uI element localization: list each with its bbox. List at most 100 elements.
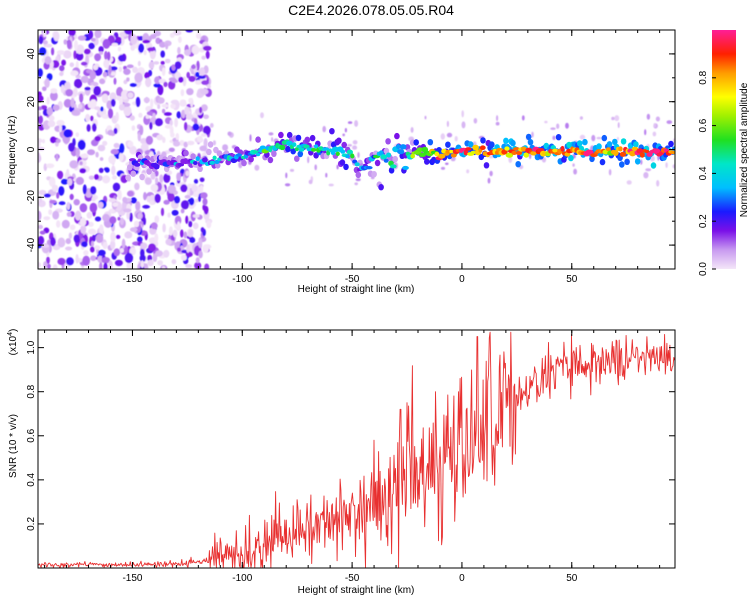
noise-dot	[137, 236, 143, 243]
noise-dot	[106, 100, 113, 110]
noise-dot	[79, 203, 88, 213]
noise-dot	[74, 210, 82, 221]
noise-dot	[85, 113, 91, 122]
noise-dot	[95, 233, 104, 243]
noise-dot	[101, 93, 109, 104]
noise-dot	[38, 115, 43, 124]
noise-dot	[155, 177, 159, 185]
noise-dot	[184, 194, 191, 199]
noise-dot	[113, 248, 121, 257]
noise-dot	[63, 129, 72, 138]
noise-dot	[145, 135, 153, 145]
noise-dot	[139, 254, 146, 262]
noise-dot	[123, 208, 132, 213]
ridge-core	[311, 148, 317, 152]
noise-dot	[46, 107, 54, 116]
noise-dot	[108, 155, 116, 164]
noise-dot	[102, 241, 108, 250]
noise-dot	[201, 104, 208, 112]
noise-dot	[56, 50, 65, 55]
noise-dot	[144, 72, 150, 79]
noise-dot	[180, 89, 185, 97]
noise-dot	[65, 89, 73, 97]
noise-dot	[65, 238, 72, 245]
noise-dot	[201, 80, 210, 85]
noise-dot	[45, 163, 55, 169]
noise-dot	[424, 115, 427, 120]
noise-dot	[138, 43, 145, 53]
ridge-core	[450, 153, 457, 158]
noise-dot	[38, 68, 43, 78]
noise-dot	[175, 133, 180, 141]
noise-dot	[194, 80, 202, 85]
noise-dot	[170, 132, 175, 138]
noise-dot	[149, 200, 154, 206]
noise-dot	[68, 30, 76, 37]
ridge-core	[292, 142, 297, 147]
noise-dot	[140, 242, 148, 250]
ridge-core	[618, 146, 623, 152]
noise-dot	[66, 39, 72, 49]
noise-dot	[146, 111, 154, 116]
ridge-core	[345, 154, 350, 159]
noise-dot	[159, 41, 166, 48]
ridge-halo	[190, 153, 196, 160]
noise-dot	[43, 216, 51, 221]
ridge-halo	[207, 141, 214, 148]
noise-dot	[550, 127, 556, 130]
noise-dot	[209, 123, 214, 128]
ridge-halo	[216, 150, 223, 157]
noise-dot	[344, 128, 347, 133]
ridge-halo	[515, 161, 521, 168]
ridge-halo	[394, 132, 400, 140]
snr-y-multiplier-close: )	[8, 329, 19, 332]
noise-dot	[103, 262, 108, 269]
noise-dot	[186, 88, 194, 96]
noise-dot	[123, 105, 132, 117]
noise-dot	[157, 260, 164, 266]
noise-dot	[611, 116, 615, 121]
ridge-halo	[601, 134, 608, 142]
noise-dot	[143, 49, 147, 56]
ridge-core	[438, 153, 446, 159]
ridge-core	[670, 150, 675, 155]
noise-dot	[110, 71, 117, 76]
y-tick-label: 1.0	[26, 340, 37, 354]
noise-dot	[207, 84, 211, 89]
noise-dot	[186, 244, 190, 253]
noise-dot	[473, 118, 478, 124]
noise-dot	[99, 78, 106, 85]
noise-dot	[194, 262, 202, 269]
ridge-core	[202, 157, 208, 163]
noise-dot	[202, 204, 206, 211]
noise-dot	[134, 72, 143, 83]
noise-dot	[86, 124, 91, 132]
noise-dot	[75, 52, 84, 61]
noise-dot	[254, 164, 260, 171]
noise-dot	[124, 30, 133, 35]
noise-dot	[185, 30, 194, 33]
noise-dot	[180, 184, 188, 193]
noise-dot	[184, 106, 190, 115]
noise-dot	[178, 36, 182, 43]
noise-dot	[160, 207, 165, 217]
noise-dot	[108, 64, 112, 75]
noise-dot	[55, 153, 59, 162]
noise-dot	[39, 230, 46, 235]
noise-dot	[199, 177, 205, 183]
ridge-core	[463, 149, 469, 156]
x-tick-label: -150	[122, 274, 142, 285]
x-tick-label: 50	[566, 274, 578, 285]
noise-dot	[162, 136, 166, 144]
noise-dot	[446, 120, 449, 127]
ridge-core	[479, 145, 486, 150]
noise-dot	[183, 141, 188, 148]
noise-dot	[202, 45, 212, 51]
noise-dot	[92, 123, 97, 132]
ridge-halo	[355, 171, 362, 179]
noise-dot	[61, 219, 70, 229]
ridge-halo	[241, 159, 247, 167]
noise-dot	[127, 92, 134, 99]
ridge-halo	[197, 165, 203, 172]
noise-dot	[123, 102, 131, 107]
